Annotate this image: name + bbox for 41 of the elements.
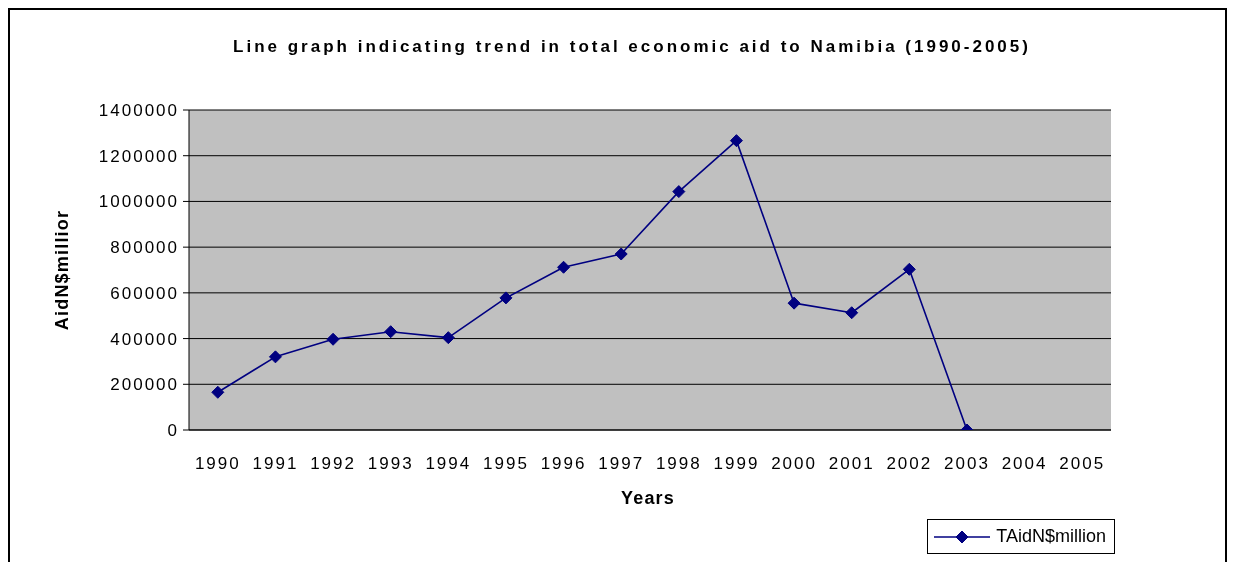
x-tick-label: 1996 xyxy=(540,454,587,474)
x-tick-label: 2004 xyxy=(1001,454,1048,474)
y-tick-label: 1400000 xyxy=(98,101,179,121)
x-tick-label: 1992 xyxy=(310,454,356,474)
y-tick-label: 1200000 xyxy=(98,146,179,166)
point xyxy=(729,134,743,148)
y-tick-label: 600000 xyxy=(110,283,179,303)
x-tick-label: 1994 xyxy=(425,454,472,474)
x-tick-label: 2005 xyxy=(1059,454,1106,474)
x-tick-label: 1999 xyxy=(713,454,760,474)
y-tick-label: 0 xyxy=(167,421,179,441)
x-tick-label: 1997 xyxy=(598,454,645,474)
x-axis-title: Years xyxy=(620,487,676,509)
chart-title: Line graph indicating trend in total economic aid to Namibia (1990-2005) xyxy=(233,37,1031,57)
y-tick-label: 200000 xyxy=(110,375,179,395)
x-tick-label: 1991 xyxy=(252,454,299,474)
point xyxy=(557,260,571,274)
y-tick-label: 400000 xyxy=(110,329,179,349)
x-tick-label: 1990 xyxy=(194,454,241,474)
y-axis-title: AidN$millior xyxy=(51,209,73,331)
x-tick-label: 1993 xyxy=(367,454,414,474)
legend-label: TAidN$million xyxy=(996,526,1106,547)
point xyxy=(845,306,859,320)
point xyxy=(614,247,628,261)
x-tick-label: 2003 xyxy=(944,454,990,474)
x-tick-label: 1995 xyxy=(483,454,529,474)
point xyxy=(499,291,513,305)
point xyxy=(211,385,225,399)
point xyxy=(326,332,340,346)
x-tick-label: 2000 xyxy=(771,454,817,474)
point xyxy=(787,296,801,310)
point xyxy=(902,262,916,276)
point xyxy=(441,331,455,345)
x-tick-label: 2002 xyxy=(886,454,933,474)
point xyxy=(384,325,398,339)
point xyxy=(672,185,686,199)
point xyxy=(268,350,282,364)
y-tick-label: 800000 xyxy=(110,238,179,258)
y-tick-label: 1000000 xyxy=(98,192,179,212)
x-tick-label: 1998 xyxy=(655,454,702,474)
x-tick-label: 2001 xyxy=(828,454,875,474)
